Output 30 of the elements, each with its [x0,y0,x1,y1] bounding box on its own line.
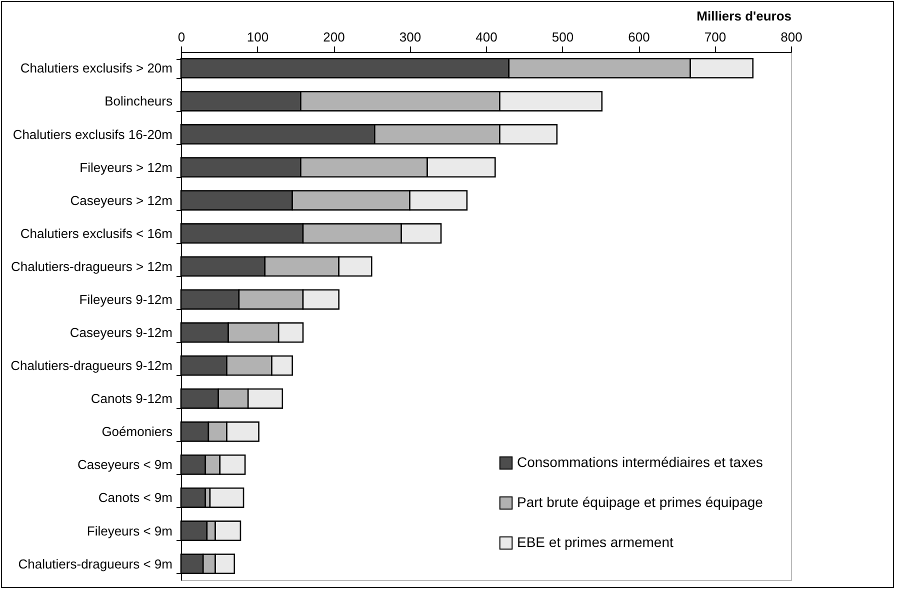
x-axis-title: Milliers d'euros [696,8,792,24]
y-tick-label: Canots < 9m [98,490,172,506]
y-tick-label: Fileyeurs 9-12m [79,292,172,307]
y-tick-label: Chalutiers exclusifs 16-20m [12,126,172,142]
x-tick-label: 800 [780,30,802,44]
x-tick-label: 500 [552,30,574,44]
y-tick-label: Chalutiers-dragueurs < 9m [18,556,172,572]
x-tick-label: 200 [323,30,345,44]
y-tick-label: Chalutiers exclusifs > 20m [20,60,172,76]
legend-label: EBE et primes armement [517,534,674,550]
y-tick-label: Fileyeurs > 12m [80,160,172,175]
legend-label: Consommations intermédiaires et taxes [517,454,763,470]
x-tick-label: 400 [476,30,498,44]
y-tick-label: Caseyeurs > 12m [70,192,172,208]
x-tick-label: 700 [704,30,726,44]
y-tick-label: Goémoniers [102,424,173,440]
x-tick-label: 600 [628,30,650,44]
x-tick-label: 100 [246,30,269,44]
x-tick-label: 0 [178,30,186,44]
y-tick-label: Caseyeurs < 9m [77,457,172,472]
bar [209,487,244,508]
y-tick-label: Chalutiers-dragueurs > 12m [11,258,172,274]
legend-label: Part brute équipage et primes équipage [517,494,764,510]
y-tick-label: Chalutiers-dragueurs 9-12m [10,358,172,374]
y-tick-label: Chalutiers exclusifs < 16m [20,226,172,241]
y-tick-label: Canots 9-12m [90,391,172,406]
y-tick-label: Caseyeurs 9-12m [70,325,172,340]
y-tick-label: Bolincheurs [104,94,173,109]
y-tick-label: Fileyeurs < 9m [86,523,172,538]
x-tick-label: 300 [399,30,422,44]
